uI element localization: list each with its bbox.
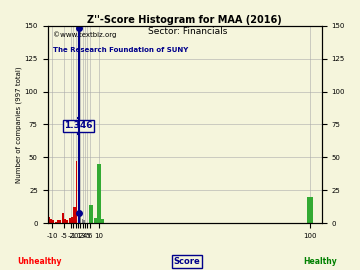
Bar — [94, 218, 97, 223]
Bar — [89, 205, 93, 223]
Bar — [64, 219, 66, 223]
Text: ©www.textbiz.org: ©www.textbiz.org — [53, 32, 116, 38]
Bar — [55, 222, 57, 223]
Bar — [50, 219, 52, 223]
Bar — [307, 197, 313, 223]
Bar — [52, 220, 54, 223]
Bar — [101, 219, 104, 223]
Text: Healthy: Healthy — [303, 257, 337, 266]
Text: The Research Foundation of SUNY: The Research Foundation of SUNY — [53, 48, 188, 53]
Text: Unhealthy: Unhealthy — [17, 257, 62, 266]
Y-axis label: Number of companies (997 total): Number of companies (997 total) — [15, 66, 22, 183]
Bar — [69, 218, 71, 223]
Bar — [57, 220, 59, 223]
Bar — [66, 220, 68, 223]
Text: 1.346: 1.346 — [64, 121, 93, 130]
Title: Z''-Score Histogram for MAA (2016): Z''-Score Histogram for MAA (2016) — [87, 15, 282, 25]
Bar — [71, 217, 73, 223]
Bar — [62, 212, 64, 223]
Bar — [73, 207, 76, 223]
Bar — [97, 164, 101, 223]
Text: Sector: Financials: Sector: Financials — [148, 27, 227, 36]
Bar — [48, 217, 50, 223]
Bar — [59, 220, 62, 223]
Text: Score: Score — [174, 257, 201, 266]
